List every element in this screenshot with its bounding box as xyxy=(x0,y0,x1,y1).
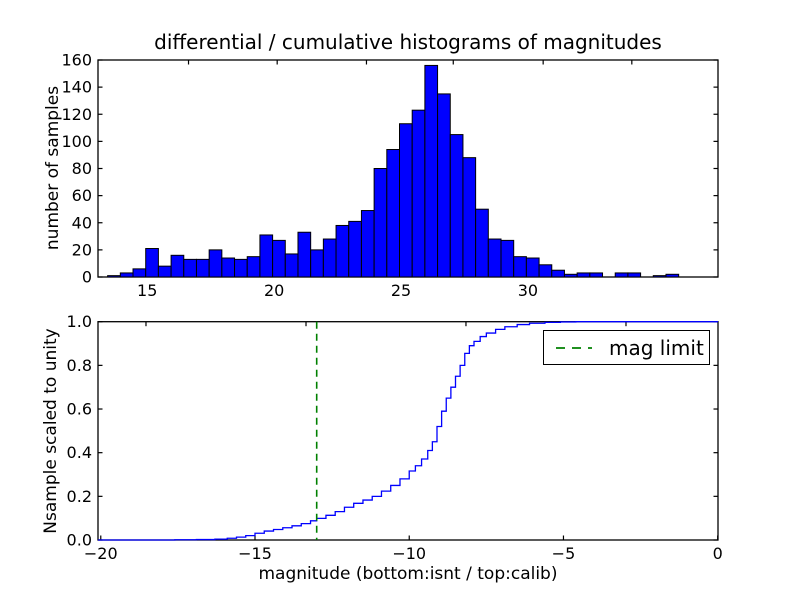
tick-label: 0.6 xyxy=(67,400,92,419)
legend-dashed-line-sample xyxy=(556,346,592,349)
tick-label: 0 xyxy=(713,544,723,563)
histogram-bar xyxy=(513,256,527,278)
cumulative-step-curve xyxy=(98,321,718,541)
histogram-bar xyxy=(525,257,540,278)
histogram-bar xyxy=(538,264,553,278)
tick-label: 80 xyxy=(72,159,92,178)
legend: mag limit xyxy=(543,330,710,365)
histogram-bar xyxy=(360,210,375,278)
histogram-bar xyxy=(449,134,464,278)
histogram-bar xyxy=(652,275,667,278)
histogram-bar xyxy=(589,272,604,278)
histogram-bar xyxy=(335,224,350,278)
histogram-bar xyxy=(310,249,324,278)
tick-label: 0.2 xyxy=(67,487,92,506)
tick-label: 120 xyxy=(61,105,92,124)
histogram-bar xyxy=(399,123,413,278)
histogram-bar xyxy=(284,253,299,278)
histogram-bar xyxy=(119,272,134,278)
histogram-bar xyxy=(107,275,121,278)
tick-label: 140 xyxy=(61,78,92,97)
tick-label: 0.8 xyxy=(67,356,92,375)
histogram-bar xyxy=(183,258,197,278)
histogram-bar xyxy=(297,231,312,278)
tick-label: 1.0 xyxy=(67,312,92,331)
histogram-bar xyxy=(665,273,680,278)
histogram-bar xyxy=(221,257,236,278)
tick-label: 100 xyxy=(61,132,92,151)
histogram-bar xyxy=(208,249,223,278)
histogram-bars xyxy=(107,64,680,278)
histogram-bar xyxy=(386,149,400,278)
x-axis-label: magnitude (bottom:isnt / top:calib) xyxy=(258,564,558,584)
legend-label: mag limit xyxy=(609,335,704,360)
top-plot-ylabel: number of samples xyxy=(43,85,63,251)
histogram-bar xyxy=(373,168,388,278)
tick-label: 0.4 xyxy=(67,443,92,462)
tick-label: 20 xyxy=(264,281,284,300)
histogram-bar xyxy=(627,272,642,278)
tick-label: 160 xyxy=(61,51,92,70)
tick-label: 60 xyxy=(72,186,92,205)
histogram-bar xyxy=(576,272,591,278)
histogram-bar xyxy=(487,238,502,278)
histogram-bar xyxy=(246,256,261,278)
histogram-bar xyxy=(272,239,286,278)
bottom-plot-axes: −20 −15 −10 −5 0 0.0 0.2 0.4 0.6 0.8 1.0 xyxy=(67,312,723,563)
histogram-bar xyxy=(551,269,565,278)
histogram-bar xyxy=(500,239,515,278)
tick-label: 30 xyxy=(518,281,538,300)
histogram-bar xyxy=(348,220,362,278)
tick-label: −5 xyxy=(552,544,576,563)
tick-label: −10 xyxy=(392,544,426,563)
histogram-bar xyxy=(157,265,172,278)
bottom-plot-ylabel: Nsample scaled to unity xyxy=(41,328,61,534)
tick-label: −15 xyxy=(238,544,272,563)
histogram-bar xyxy=(411,109,426,278)
tick-label: 40 xyxy=(72,213,92,232)
tick-label: 20 xyxy=(72,240,92,259)
histogram-bar xyxy=(462,157,477,278)
tick-label: 25 xyxy=(391,281,411,300)
tick-label: 15 xyxy=(137,281,157,300)
histogram-bar xyxy=(614,272,629,278)
histogram-bar xyxy=(132,268,147,278)
histogram-bar xyxy=(563,273,578,278)
figure-title: differential / cumulative histograms of … xyxy=(154,30,662,54)
histogram-bar xyxy=(424,64,439,278)
histogram-bar xyxy=(322,238,337,278)
histogram-bar xyxy=(170,254,185,278)
axes-spines xyxy=(97,321,719,541)
tick-label: −20 xyxy=(84,544,118,563)
histogram-bar xyxy=(234,258,248,278)
histogram-bar xyxy=(195,258,210,278)
tick-label: 0.0 xyxy=(67,531,92,550)
histogram-bar xyxy=(145,248,159,278)
tick-label: 0 xyxy=(82,268,92,287)
histogram-bar xyxy=(259,234,274,278)
histogram-bar xyxy=(437,93,451,278)
histogram-bar xyxy=(475,208,489,278)
